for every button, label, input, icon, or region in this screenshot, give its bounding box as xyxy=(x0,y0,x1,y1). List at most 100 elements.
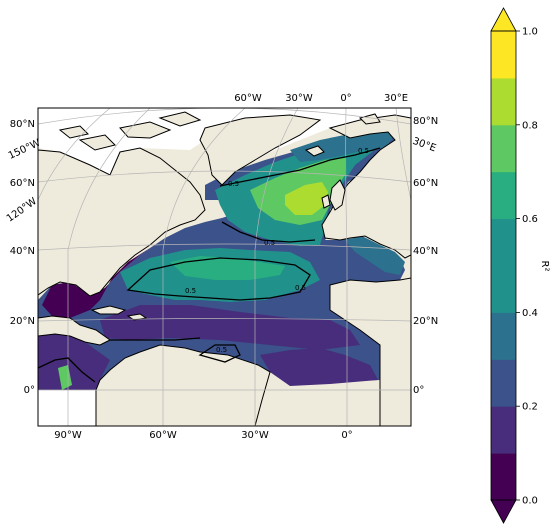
lat-label-right-60n: 60°N xyxy=(413,178,438,189)
contour-line-labrador xyxy=(221,221,316,243)
colorbar-band xyxy=(491,31,516,79)
ocean-northeast-yellow xyxy=(285,182,328,215)
lat-labels-left: 80°N 60°N 40°N 20°N 0° xyxy=(10,119,35,396)
colorbar-bands xyxy=(490,7,517,524)
south-america-land xyxy=(95,344,271,426)
lat-label-left-60n: 60°N xyxy=(10,178,35,189)
colorbar-band xyxy=(491,218,516,266)
europe-land xyxy=(321,114,411,259)
colorbar-band xyxy=(491,453,516,501)
ocean-mediterranean xyxy=(345,236,405,275)
contour-0-5 xyxy=(38,147,381,383)
map-panel: 0.5 0.5 0.5 0.5 0.5 0.5 80°N 60°N 40°N 2… xyxy=(5,93,438,441)
contour-line-gulfstream xyxy=(126,257,311,301)
colorbar-band xyxy=(491,406,516,454)
caribbean-cuba-land xyxy=(90,305,127,315)
arctic-island-4 xyxy=(58,125,89,139)
lat-label-right-20n: 20°N xyxy=(413,316,438,327)
lon-label-left-150w: 150°W xyxy=(7,138,43,162)
arctic-island-3 xyxy=(78,134,116,151)
contour-labels: 0.5 0.5 0.5 0.5 0.5 0.5 xyxy=(185,147,369,354)
lon-label-top-60w: 60°W xyxy=(234,93,262,104)
contour-label: 0.5 xyxy=(264,239,275,247)
colorbar-extend-max xyxy=(490,7,517,32)
gridline-lon-120w xyxy=(38,108,111,201)
colorbar-band xyxy=(491,124,516,173)
colorbar-band xyxy=(491,265,516,313)
svalbard-land xyxy=(359,113,381,125)
colorbar-tick-label: 0.8 xyxy=(522,120,538,131)
ocean-green-band xyxy=(170,256,285,280)
graticule xyxy=(38,108,411,426)
lon-labels-top: 60°W 30°W 0° 30°E xyxy=(234,93,408,104)
colorbar-band xyxy=(491,77,516,126)
ocean-subtropical xyxy=(100,305,360,350)
lat-label-left-0: 0° xyxy=(24,385,35,396)
lat-label-right-80n: 80°N xyxy=(413,116,438,127)
colorbar-tick-label: 1.0 xyxy=(522,27,538,38)
colorbar-extend-min xyxy=(490,499,517,524)
colorbar-outline xyxy=(490,30,517,501)
lon-label-top-0: 0° xyxy=(340,93,351,104)
contour-line-equatorial xyxy=(198,344,241,363)
ocean-east-equatorial xyxy=(260,348,378,386)
colorbar-tick-label: 0.4 xyxy=(522,308,538,319)
arctic-island-2 xyxy=(158,111,202,127)
gridline-lon-30w xyxy=(254,108,299,426)
lon-label-left-120w: 120°W xyxy=(5,196,39,225)
ocean-west-dark xyxy=(42,238,165,318)
iceland-land xyxy=(304,145,325,157)
lon-label-top-30e: 30°E xyxy=(384,93,408,104)
contour-label: 0.5 xyxy=(216,346,227,354)
lon-label-bottom-60w: 60°W xyxy=(149,430,177,441)
lon-label-right-30e: 30°E xyxy=(411,136,437,155)
contour-line-north xyxy=(219,147,381,187)
colorbar-band xyxy=(491,312,516,360)
caribbean-hispaniola-land xyxy=(126,313,148,321)
ireland-land xyxy=(321,194,331,209)
britain-land xyxy=(329,179,346,211)
lat-label-left-80n: 80°N xyxy=(10,119,35,130)
colorbar-ticks: 0.0 0.2 0.4 0.6 0.8 1.0 xyxy=(516,27,538,507)
contour-line-caribbean xyxy=(110,337,201,341)
lon-label-bottom-30w: 30°W xyxy=(241,430,269,441)
gridline-lon-30e xyxy=(395,108,411,201)
lat-labels-right: 80°N 60°N 40°N 20°N 0° xyxy=(413,116,438,396)
lon-labels-bottom: 90°W 60°W 30°W 0° xyxy=(54,430,353,441)
colorbar-label: R² xyxy=(539,261,550,272)
lon-label-bottom-0: 0° xyxy=(341,430,352,441)
map-frame-border xyxy=(37,107,412,427)
contour-label: 0.5 xyxy=(228,180,239,188)
gridline-lat-60 xyxy=(38,170,411,183)
colorbar-tick-label: 0.2 xyxy=(522,402,538,413)
contour-line-tropical xyxy=(38,357,96,383)
gridline-lon-60w xyxy=(162,108,246,426)
lat-label-right-0: 0° xyxy=(413,385,424,396)
central-america-land xyxy=(38,315,111,346)
gridline-lat-80 xyxy=(38,108,411,125)
contour-label: 0.5 xyxy=(295,284,306,292)
greenland-land xyxy=(199,114,322,186)
r2-field xyxy=(38,128,405,390)
colorbar: 0.0 0.2 0.4 0.6 0.8 1.0 R² xyxy=(490,7,550,524)
gridline-lat-20 xyxy=(38,318,411,322)
contour-label: 0.5 xyxy=(358,147,369,155)
ocean-equatorial-green xyxy=(58,365,72,390)
no-data-region-south xyxy=(38,390,96,426)
colorbar-band xyxy=(491,359,516,407)
lat-label-left-40n: 40°N xyxy=(10,246,35,257)
north-america-land xyxy=(38,147,206,297)
land-masses xyxy=(38,111,411,426)
colorbar-tick-label: 0.6 xyxy=(522,214,538,225)
gridline-lon-90w xyxy=(67,108,151,426)
colorbar-tick-label: 0.0 xyxy=(522,496,538,507)
gridline-lat-40 xyxy=(38,243,411,251)
colorbar-band xyxy=(491,171,516,220)
lon-label-bottom-90w: 90°W xyxy=(54,430,82,441)
contour-label: 0.5 xyxy=(185,287,196,295)
africa-land xyxy=(329,277,411,426)
gridline-lon-0 xyxy=(345,108,348,426)
ocean-gulf-dark xyxy=(38,325,110,390)
lat-label-right-40n: 40°N xyxy=(413,246,438,257)
